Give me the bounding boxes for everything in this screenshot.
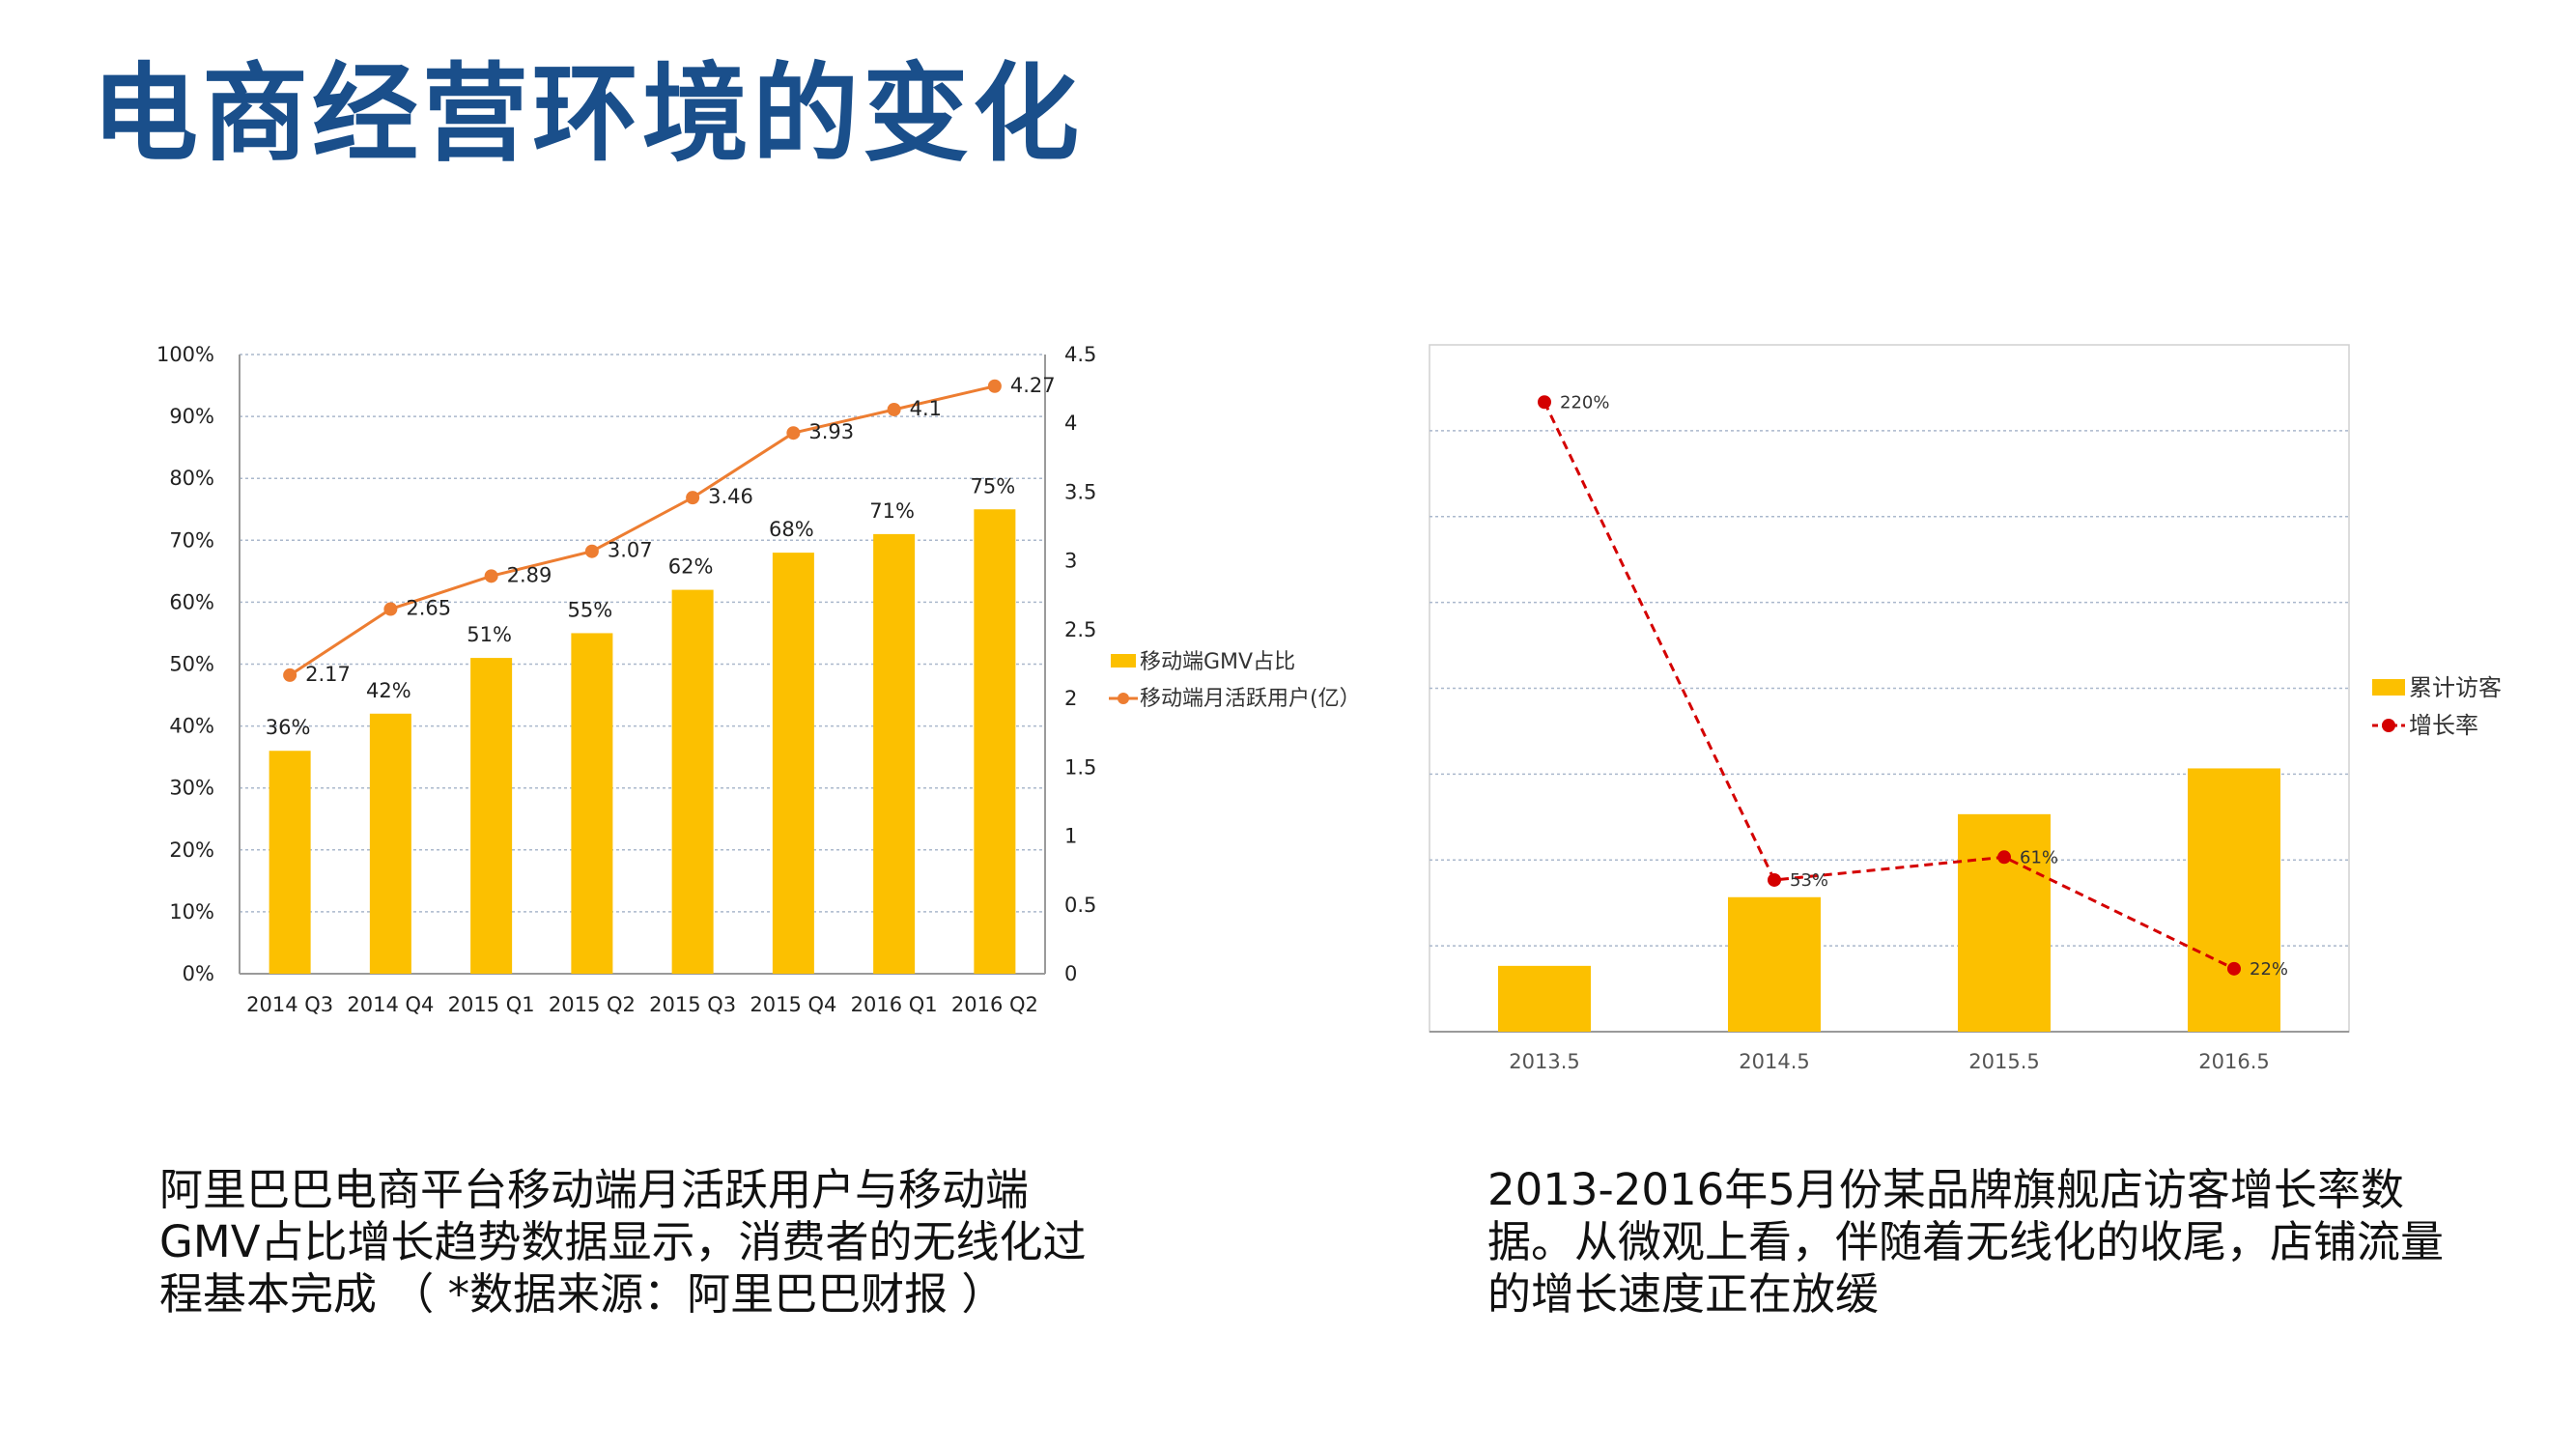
line-point <box>686 491 700 505</box>
y-right-tick-label: 2.5 <box>1064 618 1096 641</box>
y-left-tick-label: 80% <box>169 467 214 490</box>
line-point <box>987 379 1002 393</box>
y-left-tick-label: 90% <box>169 405 214 428</box>
bar-data-label: 42% <box>366 679 411 702</box>
legend-swatch-marker <box>2382 719 2395 732</box>
line-point <box>2227 961 2241 976</box>
legend-swatch-marker <box>1118 693 1129 704</box>
y-left-tick-label: 30% <box>169 777 214 800</box>
line-point <box>1768 872 1781 887</box>
line-data-label: 22% <box>2250 959 2288 980</box>
bar <box>269 751 311 974</box>
x-tick-label: 2015 Q3 <box>649 993 736 1016</box>
y-left-tick-label: 40% <box>169 715 214 738</box>
x-tick-label: 2014.5 <box>1739 1050 1809 1073</box>
line-point <box>283 668 297 682</box>
bar-data-label: 51% <box>467 623 512 646</box>
series-line-growth <box>1543 401 2235 971</box>
x-tick-label: 2015 Q1 <box>448 993 535 1016</box>
x-tick-label: 2016.5 <box>2198 1050 2269 1073</box>
y-right-tick-label: 2 <box>1064 687 1077 710</box>
y-left-tick-label: 60% <box>169 590 214 613</box>
legend-label-gmv: 移动端GMV占比 <box>1140 650 1295 674</box>
x-tick-label: 2013.5 <box>1509 1050 1579 1073</box>
legend-label-visitors: 累计访客 <box>2409 674 2502 701</box>
bar <box>772 553 814 974</box>
x-tick-label: 2016 Q2 <box>951 993 1038 1016</box>
line-data-label: 3.07 <box>608 539 653 562</box>
y-right-tick-label: 1 <box>1064 825 1077 848</box>
x-tick-label: 2015.5 <box>1968 1050 2039 1073</box>
y-right-tick-label: 4.5 <box>1064 343 1096 366</box>
bar-data-label: 68% <box>769 518 814 541</box>
page-title: 电商经营环境的变化 <box>92 52 1083 176</box>
line-data-label: 4.27 <box>1010 374 1056 397</box>
series-line-mau <box>289 384 996 677</box>
line-point <box>786 426 801 440</box>
line-data-label: 4.1 <box>910 397 942 420</box>
y-right-tick-label: 3.5 <box>1064 480 1096 503</box>
x-tick-label: 2014 Q4 <box>347 993 434 1016</box>
bar <box>873 533 916 974</box>
legend-swatch-bar <box>2372 679 2405 696</box>
y-left-tick-label: 50% <box>169 653 214 676</box>
y-left-tick-label: 0% <box>183 962 214 985</box>
caption-right: 2013-2016年5月份某品牌旗舰店访客增长率数据。从微观上看，伴随着无线化的… <box>1487 1164 2445 1320</box>
caption-left: 阿里巴巴电商平台移动端月活跃用户与移动端GMV占比增长趋势数据显示，消费者的无线… <box>159 1164 1087 1320</box>
y-right-tick-label: 4 <box>1064 412 1077 435</box>
legend-label-growth: 增长率 <box>2409 712 2478 739</box>
bar <box>1728 896 1821 1032</box>
y-right-tick-label: 0 <box>1064 962 1077 985</box>
y-left-tick-label: 20% <box>169 838 214 862</box>
line-data-label: 3.93 <box>808 420 854 443</box>
bar <box>974 509 1016 974</box>
x-tick-label: 2016 Q1 <box>851 993 938 1016</box>
y-left-tick-label: 100% <box>156 343 214 366</box>
y-left-tick-label: 70% <box>169 528 214 552</box>
legend-label-mau: 移动端月活跃用户(亿） <box>1140 687 1361 711</box>
y-left-tick-label: 10% <box>169 900 214 923</box>
y-right-tick-label: 3 <box>1064 550 1077 573</box>
bar <box>671 589 714 974</box>
bar-data-label: 75% <box>971 474 1016 497</box>
bar <box>571 633 613 974</box>
line-data-label: 220% <box>1560 392 1609 412</box>
bar-data-label: 71% <box>869 499 915 523</box>
x-tick-label: 2015 Q2 <box>549 993 636 1016</box>
bar <box>470 658 513 974</box>
x-tick-label: 2015 Q4 <box>750 993 836 1016</box>
line-point <box>484 569 498 583</box>
bar <box>2188 768 2280 1032</box>
bar-data-label: 36% <box>266 716 311 739</box>
line-point <box>1997 850 2011 865</box>
line-point <box>584 544 599 558</box>
line-data-label: 3.46 <box>708 485 753 508</box>
y-right-tick-label: 1.5 <box>1064 755 1096 779</box>
line-data-label: 2.17 <box>305 663 351 686</box>
line-data-label: 2.89 <box>507 563 552 586</box>
x-tick-label: 2014 Q3 <box>246 993 333 1016</box>
line-point <box>1538 395 1551 410</box>
line-data-label: 53% <box>1790 870 1828 891</box>
y-right-tick-label: 0.5 <box>1064 894 1096 917</box>
bar-data-label: 55% <box>568 598 613 621</box>
line-data-label: 61% <box>2020 847 2058 867</box>
bar <box>1498 965 1591 1032</box>
bar <box>369 713 411 974</box>
bar-data-label: 62% <box>668 555 714 579</box>
line-point <box>887 402 901 416</box>
legend-swatch-bar <box>1111 654 1136 668</box>
line-point <box>383 602 398 616</box>
line-data-label: 2.65 <box>406 597 451 620</box>
